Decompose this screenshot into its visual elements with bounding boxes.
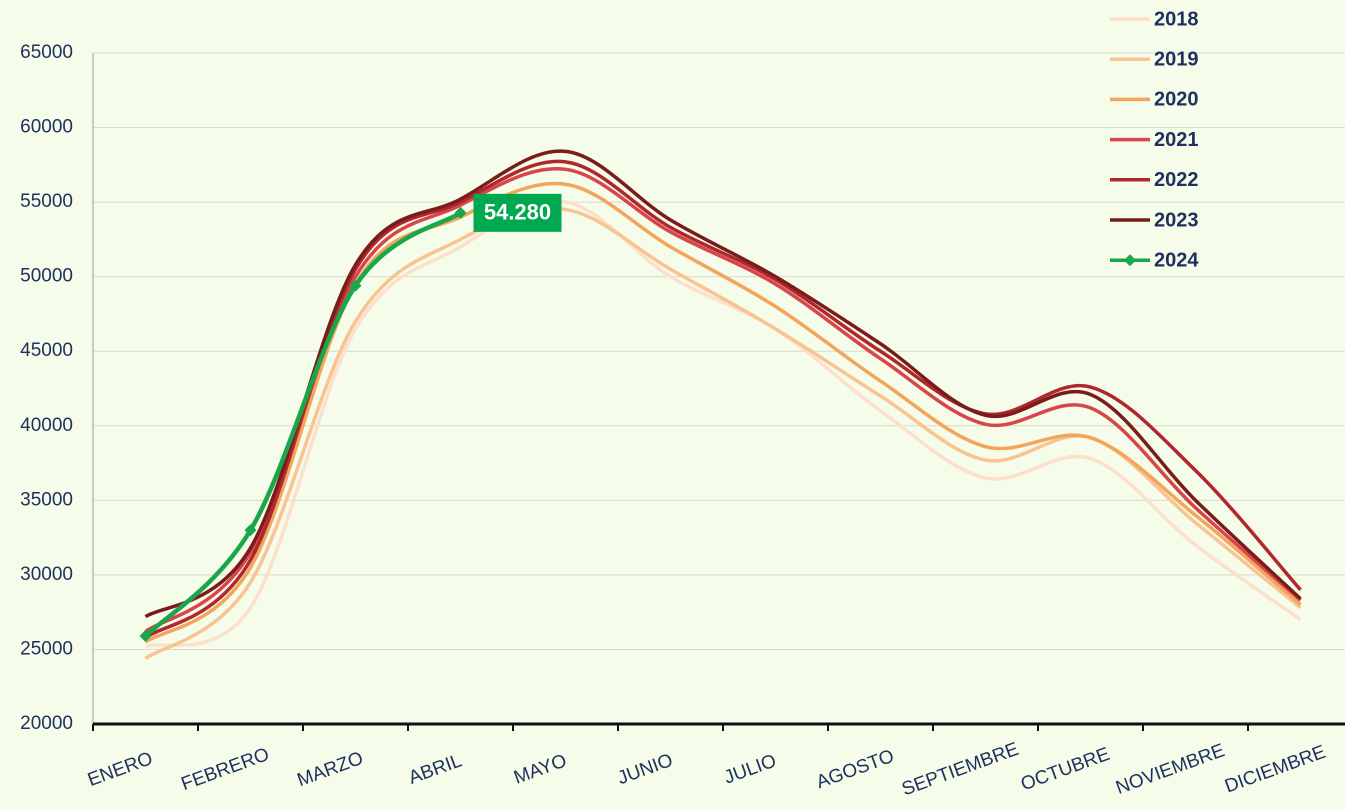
x-tick-label: OCTUBRE (1018, 744, 1112, 796)
x-tick-label: ENERO (85, 748, 156, 791)
legend-label: 2019 (1154, 48, 1199, 70)
x-tick-label: AGOSTO (814, 746, 897, 793)
x-tick-label: JULIO (721, 750, 779, 788)
x-tick-label: ABRIL (406, 750, 465, 789)
x-tick-label: SEPTIEMBRE (899, 739, 1021, 801)
marker (454, 206, 467, 219)
legend-label: 2024 (1154, 249, 1199, 271)
y-tick-label: 55000 (20, 191, 73, 212)
series-line (143, 210, 462, 638)
y-tick-label: 25000 (20, 638, 73, 659)
x-tick-label: NOVIEMBRE (1113, 740, 1227, 799)
legend-label: 2020 (1154, 89, 1199, 111)
marker (139, 630, 152, 643)
x-tick-label: MAYO (511, 750, 569, 788)
legend-label: 2022 (1154, 169, 1199, 191)
data-label: 54.280 (484, 200, 551, 225)
legend-label: 2023 (1154, 209, 1199, 231)
series-line (144, 149, 1302, 619)
y-tick-label: 65000 (20, 42, 73, 63)
x-tick-label: FEBRERO (179, 744, 273, 795)
series-line (144, 199, 1302, 649)
y-tick-label: 50000 (20, 266, 73, 287)
marker (244, 524, 257, 537)
y-tick-label: 40000 (20, 415, 73, 436)
data-label-box (473, 193, 562, 232)
x-tick-label: DICIEMBRE (1222, 742, 1328, 798)
y-tick-label: 45000 (20, 340, 73, 361)
y-tick-label: 30000 (20, 564, 73, 585)
legend-label: 2021 (1154, 129, 1199, 151)
y-tick-label: 60000 (20, 117, 73, 138)
series-line (144, 166, 1302, 633)
y-tick-label: 20000 (20, 713, 73, 734)
legend-label: 2018 (1154, 8, 1199, 30)
x-tick-label: JUNIO (615, 750, 676, 789)
series-line (144, 181, 1302, 644)
marker (349, 279, 362, 292)
series-line (144, 159, 1302, 639)
legend-marker (1124, 254, 1136, 267)
x-tick-label: MARZO (295, 748, 367, 791)
y-tick-label: 35000 (20, 489, 73, 510)
